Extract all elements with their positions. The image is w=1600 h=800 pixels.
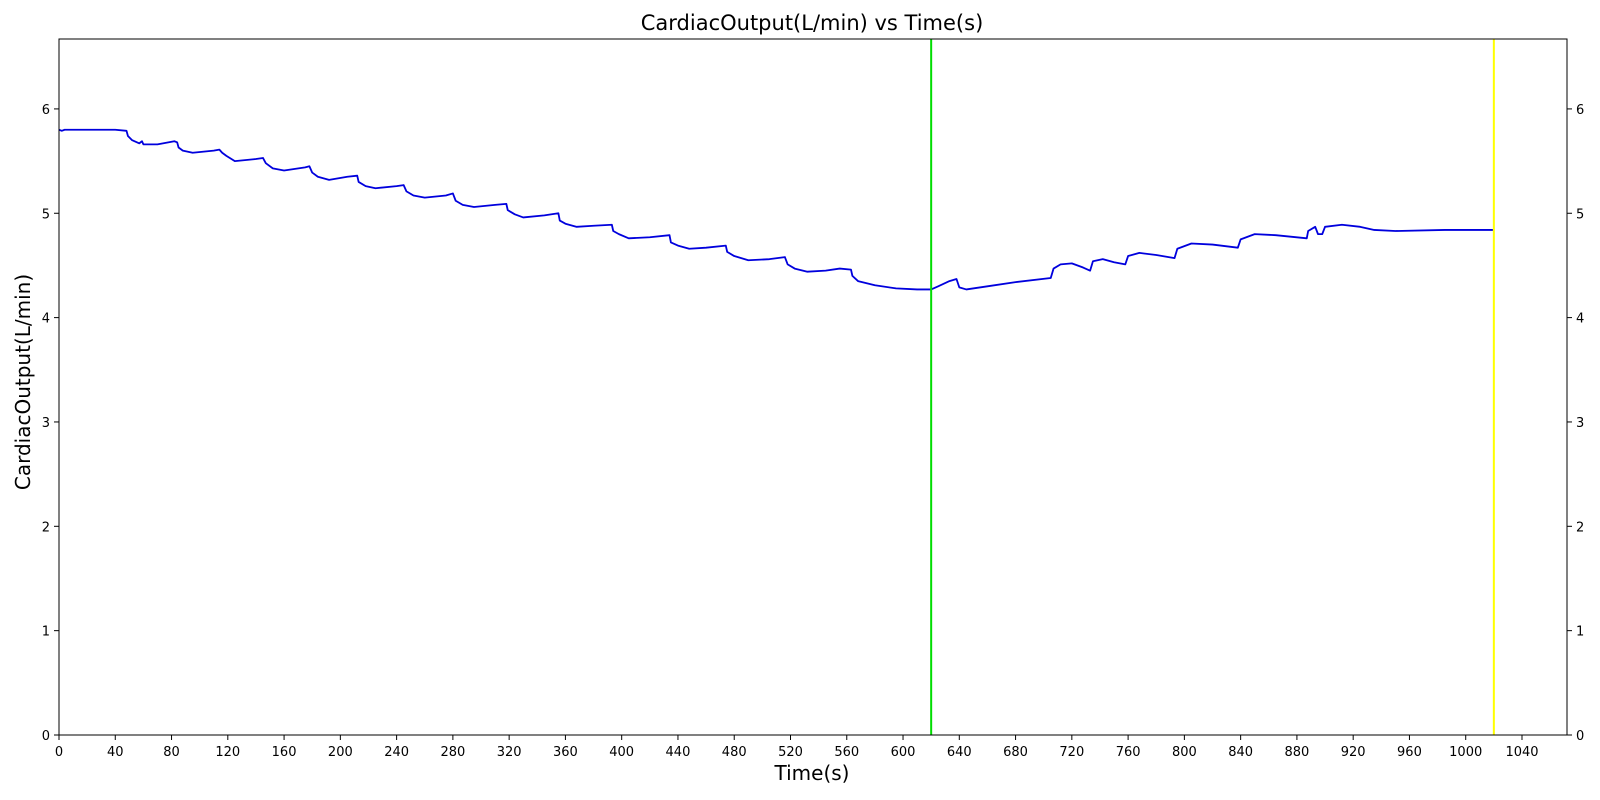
y-tick-label-left: 1 — [42, 625, 50, 640]
x-tick-label: 600 — [891, 745, 916, 760]
x-tick-label: 720 — [1059, 745, 1084, 760]
x-tick-label: 320 — [497, 745, 522, 760]
x-tick-label: 240 — [384, 745, 409, 760]
y-tick-label-right: 2 — [1576, 520, 1584, 535]
x-tick-label: 560 — [834, 745, 859, 760]
x-tick-label: 400 — [609, 745, 634, 760]
plot-area — [58, 39, 1495, 735]
x-tick-label: 960 — [1397, 745, 1422, 760]
x-tick-label: 200 — [328, 745, 353, 760]
x-tick-label: 120 — [215, 745, 240, 760]
x-tick-label: 760 — [1116, 745, 1141, 760]
x-tick-label: 1040 — [1505, 745, 1538, 760]
y-tick-label-right: 1 — [1576, 625, 1584, 640]
chart-title: CardiacOutput(L/min) vs Time(s) — [641, 11, 984, 35]
y-tick-label-left: 2 — [42, 520, 50, 535]
y-tick-label-left: 5 — [42, 207, 50, 222]
x-tick-label: 640 — [947, 745, 972, 760]
x-tick-label: 160 — [272, 745, 297, 760]
y-tick-label-right: 0 — [1576, 729, 1584, 744]
y-tick-label-right: 5 — [1576, 207, 1584, 222]
y-tick-label-right: 4 — [1576, 312, 1584, 327]
y-tick-label-left: 3 — [42, 416, 50, 431]
y-tick-label-right: 6 — [1576, 103, 1584, 118]
y-tick-label-left: 0 — [42, 729, 50, 744]
y-tick-label-left: 4 — [42, 312, 50, 327]
x-tick-label: 0 — [55, 745, 63, 760]
x-tick-label: 680 — [1003, 745, 1028, 760]
x-tick-label: 40 — [107, 745, 124, 760]
axis-ticks: 0 40 80 120 160 200 240 280 320 360 400 440 480 520 56… — [42, 103, 1585, 760]
x-tick-label: 800 — [1172, 745, 1197, 760]
x-tick-label: 280 — [440, 745, 465, 760]
series-line-0 — [58, 128, 1494, 291]
x-tick-label: 360 — [553, 745, 578, 760]
x-tick-label: 480 — [722, 745, 747, 760]
x-tick-label: 1000 — [1449, 745, 1482, 760]
x-tick-label: 920 — [1341, 745, 1366, 760]
y-tick-label-left: 6 — [42, 103, 50, 118]
x-tick-label: 520 — [778, 745, 803, 760]
x-tick-label: 840 — [1228, 745, 1253, 760]
x-tick-label: 80 — [163, 745, 180, 760]
y-tick-label-right: 3 — [1576, 416, 1584, 431]
y-axis-label: CardiacOutput(L/min) — [11, 274, 35, 490]
x-tick-label: 440 — [666, 745, 691, 760]
x-axis-label: Time(s) — [774, 761, 850, 785]
plot-frame — [58, 38, 1568, 736]
x-tick-label: 880 — [1284, 745, 1309, 760]
